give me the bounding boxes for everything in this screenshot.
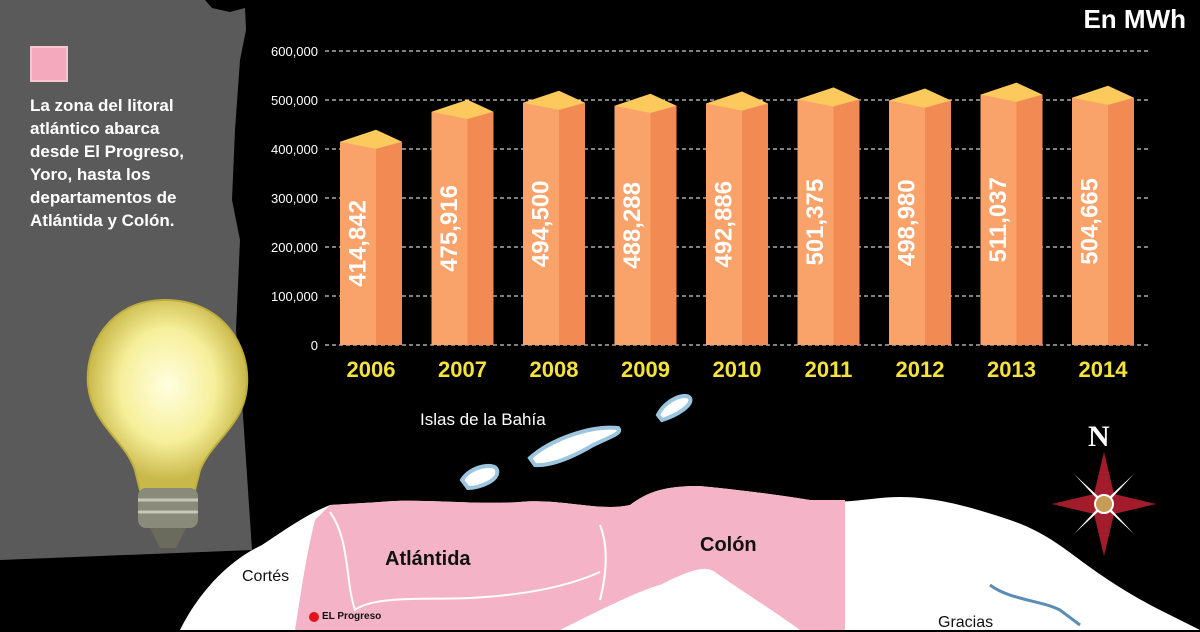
bar: 488,288 [614, 93, 677, 345]
description-line: desde El Progreso, [30, 142, 184, 161]
el-progreso-marker [309, 612, 319, 622]
x-tick-label: 2009 [621, 357, 670, 382]
bar-front [706, 103, 742, 345]
bar-top [706, 91, 768, 111]
bar-top [340, 129, 402, 149]
description-line: atlántico abarca [30, 119, 160, 138]
y-tick-label: 500,000 [271, 93, 318, 108]
region-legend-swatch [30, 46, 68, 82]
compass-rose-icon [1052, 452, 1156, 556]
gracias-label: Gracias [938, 614, 994, 631]
x-tick-label: 2007 [438, 357, 487, 382]
description-line: La zona del litoral [30, 96, 174, 115]
bar-side [742, 103, 768, 345]
y-tick-label: 300,000 [271, 191, 318, 206]
chart-x-axis: 2006 2007 2008 2009 2010 2011 2012 2013 2014 [347, 357, 1129, 382]
bar: 475,916 [431, 99, 494, 345]
x-tick-label: 2010 [713, 357, 762, 382]
unit-label: En MWh [1083, 4, 1186, 34]
bar-front [523, 102, 559, 345]
bar-value-label: 504,665 [1076, 178, 1103, 265]
bar: 511,037 [980, 82, 1043, 345]
x-tick-label: 2011 [805, 357, 853, 382]
cortes-label: Cortés [242, 568, 290, 585]
bar-side [1108, 97, 1134, 346]
y-tick-label: 200,000 [271, 240, 318, 255]
bar-value-label: 494,500 [527, 180, 554, 267]
bar-top [980, 82, 1043, 102]
region-description: La zona del litoral atlántico abarca des… [30, 94, 230, 232]
description-line: departamentos de [30, 188, 177, 207]
bar-value-label: 475,916 [436, 185, 463, 272]
bar-front [614, 105, 651, 345]
y-tick-label: 600,000 [271, 44, 318, 59]
x-tick-label: 2013 [987, 357, 1036, 382]
bar-front [797, 99, 834, 345]
islands-label: Islas de la Bahía [420, 410, 546, 429]
y-tick-label: 100,000 [271, 289, 318, 304]
chart-bars: 414,842 475,916 494,500 488,288 492,886 501,3… [340, 82, 1134, 346]
bar-front [1072, 97, 1108, 346]
bar: 492,886 [706, 91, 768, 345]
bar-side [559, 102, 585, 345]
bar-value-label: 511,037 [985, 177, 1012, 262]
x-tick-label: 2012 [896, 357, 945, 382]
bar-side [467, 111, 494, 345]
bar-top [889, 88, 951, 108]
bar-side [1016, 94, 1043, 345]
bay-islands [459, 394, 693, 491]
bar: 504,665 [1072, 85, 1134, 346]
bar-front [431, 111, 468, 345]
bar-value-label: 488,288 [619, 182, 646, 269]
bar-value-label: 492,886 [710, 181, 737, 268]
bar-front [340, 141, 376, 345]
bar: 498,980 [889, 88, 951, 345]
description-line: Atlántida y Colón. [30, 211, 175, 230]
bar-front [889, 100, 925, 345]
x-tick-label: 2014 [1079, 357, 1129, 382]
atlantida-label: Atlántida [385, 548, 471, 570]
bar-top [431, 99, 494, 120]
bar-side [376, 141, 402, 345]
bar-top [1072, 85, 1134, 105]
bar-top [523, 90, 585, 110]
honduras-north-coast-map [180, 486, 1200, 630]
light-bulb-icon [86, 298, 249, 548]
x-tick-label: 2008 [530, 357, 579, 382]
bar-top [614, 93, 677, 113]
x-tick-label: 2006 [347, 357, 396, 382]
bar-side [833, 99, 860, 345]
bar-value-label: 501,375 [802, 179, 829, 266]
bar-value-label: 414,842 [344, 200, 371, 287]
bar: 494,500 [523, 90, 585, 345]
bar: 501,375 [797, 87, 860, 345]
colon-label: Colón [700, 534, 757, 556]
bar: 414,842 [340, 129, 402, 345]
background-silhouette [0, 0, 252, 560]
description-line: Yoro, hasta los [30, 165, 151, 184]
y-tick-label: 0 [311, 338, 318, 353]
bar-front [980, 94, 1017, 345]
chart-y-axis: 0 100,000 200,000 300,000 400,000 500,000 600,… [271, 44, 318, 353]
bar-side [925, 100, 951, 345]
bar-side [650, 105, 677, 345]
compass-north-label: N [1088, 420, 1110, 453]
el-progreso-label: EL Progreso [322, 611, 382, 622]
bar-value-label: 498,980 [893, 179, 920, 266]
bar-top [797, 87, 860, 107]
y-tick-label: 400,000 [271, 142, 318, 157]
